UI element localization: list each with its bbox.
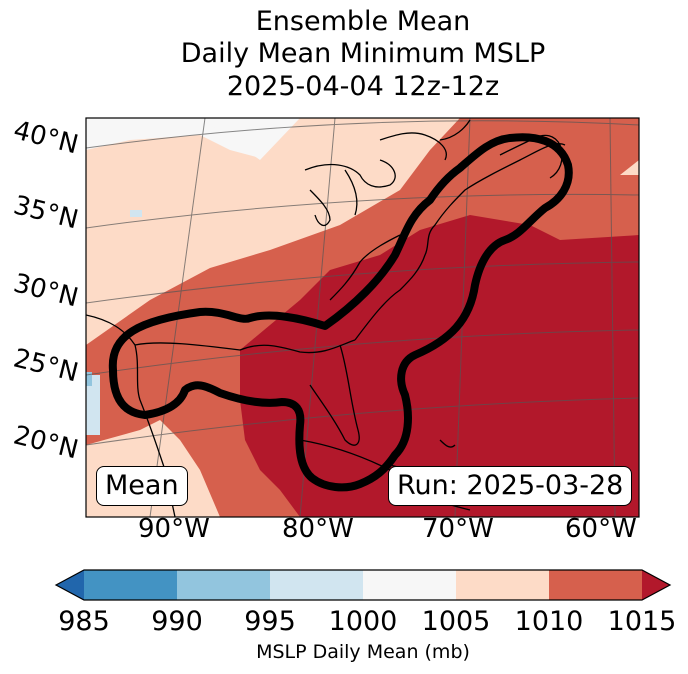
map-panel [85, 117, 640, 518]
lon-label-60w: 60°W [565, 514, 637, 544]
highlight-contour [108, 133, 573, 492]
colorbar-segment [84, 570, 178, 600]
title-line-2: Daily Mean Minimum MSLP [180, 38, 546, 69]
colorbar-tick-1015: 1015 [607, 606, 677, 637]
colorbar-tick-990: 990 [151, 606, 203, 637]
field-995-1000 [86, 375, 100, 435]
field-995-1000-spot [130, 210, 142, 217]
colorbar-segment [456, 570, 550, 600]
lon-label-70w: 70°W [422, 514, 494, 544]
colorbar-tick-1005: 1005 [421, 606, 491, 637]
colorbar-tick-1000: 1000 [328, 606, 398, 637]
field-990-995 [86, 372, 92, 386]
colorbar-extend-low [56, 570, 84, 600]
colorbar-outline [54, 569, 672, 601]
colorbar-tick-1010: 1010 [514, 606, 584, 637]
run-date-box: Run: 2025-03-28 [388, 466, 633, 506]
colorbar-extend-high [642, 570, 670, 600]
colorbar-segment [177, 570, 271, 600]
colorbar-tick-985: 985 [58, 606, 110, 637]
colorbar-tick-995: 995 [244, 606, 296, 637]
mean-box: Mean [96, 466, 188, 506]
colorbar-label: MSLP Daily Mean (mb) [256, 641, 470, 663]
field-1000-1005-north [86, 118, 260, 158]
title-line-3: 2025-04-04 12z-12z [226, 71, 500, 102]
lon-label-90w: 90°W [138, 514, 210, 544]
colorbar-segment [549, 570, 643, 600]
colorbar-segment [363, 570, 457, 600]
lon-label-80w: 80°W [282, 514, 354, 544]
map-frame [85, 117, 640, 518]
colorbar-segment [270, 570, 364, 600]
title-line-1: Ensemble Mean [255, 6, 471, 37]
